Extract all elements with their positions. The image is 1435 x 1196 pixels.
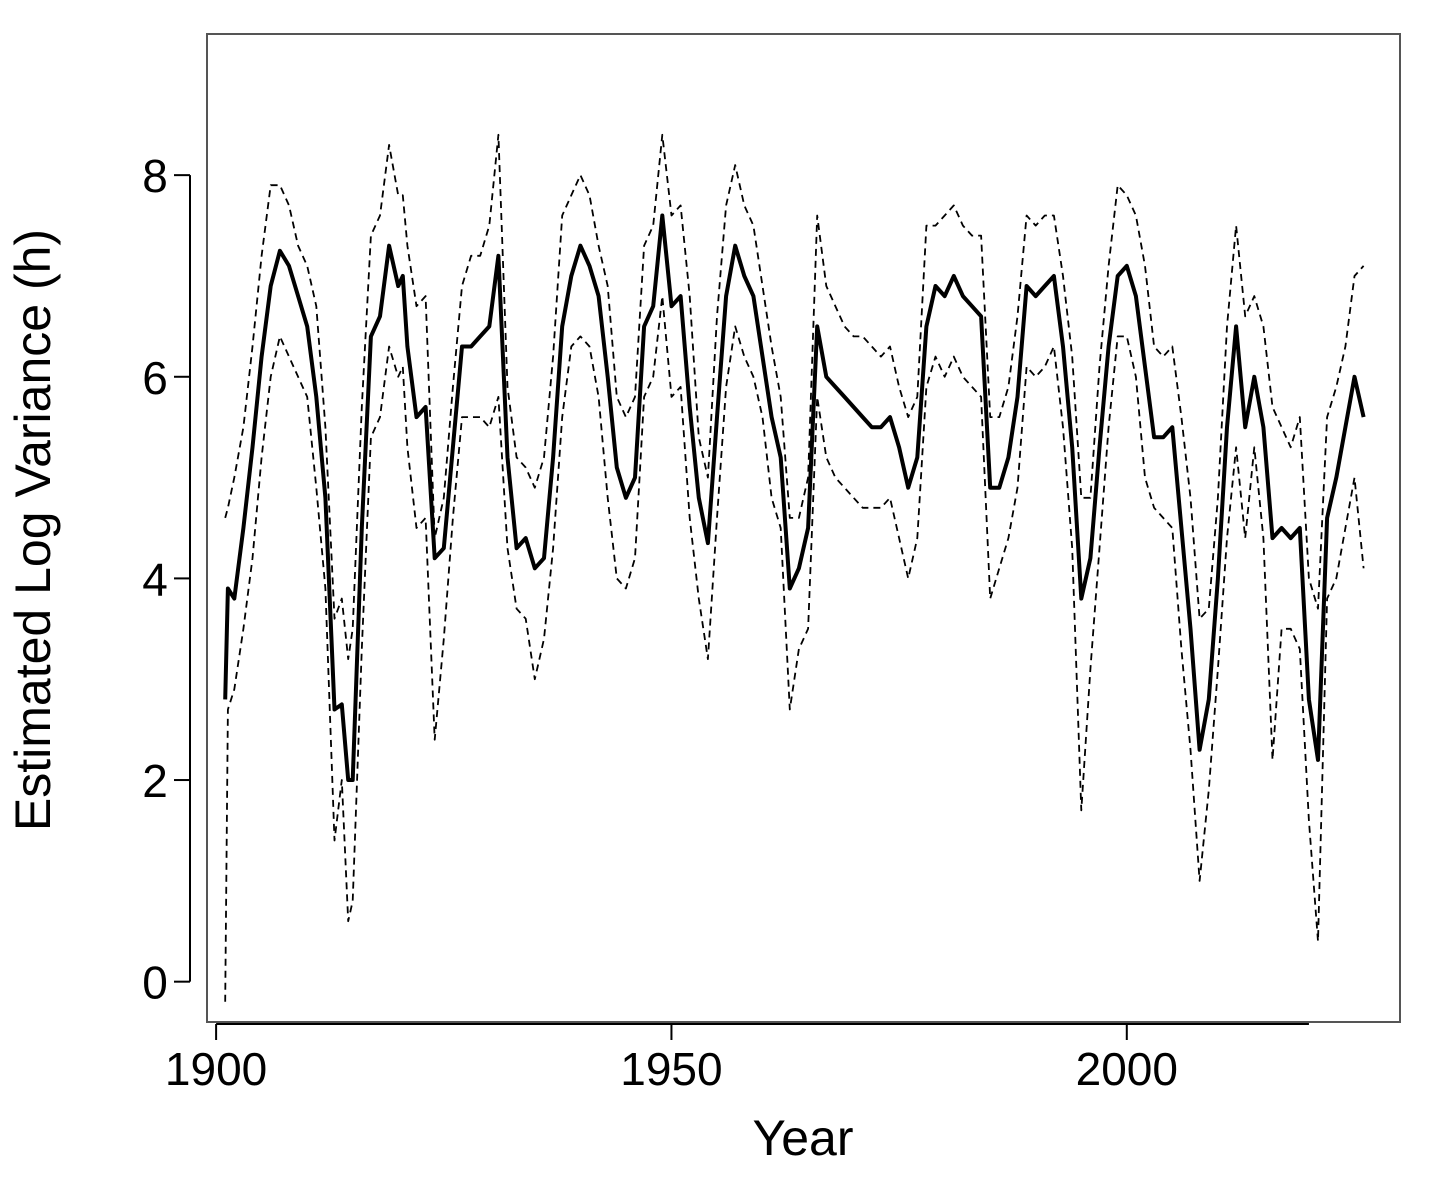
series-line-solid-thick xyxy=(223,213,1366,782)
y-tick-label: 6 xyxy=(142,352,168,404)
series-line-dashed-upper xyxy=(224,133,1365,660)
y-axis-title: Estimated Log Variance (h) xyxy=(5,229,61,831)
y-tick-label: 4 xyxy=(142,553,168,605)
y-tick-label: 2 xyxy=(142,755,168,807)
y-tick-label: 0 xyxy=(142,957,168,1009)
x-axis: 1900 1950 2000 xyxy=(165,1023,1309,1095)
x-tick-label: 2000 xyxy=(1076,1043,1178,1095)
series-line-dashed-lower xyxy=(224,295,1365,1002)
y-axis: 0 2 4 6 8 xyxy=(142,150,191,1009)
plot-frame xyxy=(206,33,1401,1023)
series-layer xyxy=(223,133,1366,1002)
x-tick-label: 1950 xyxy=(620,1043,722,1095)
x-tick-label: 1900 xyxy=(165,1043,267,1095)
y-tick-label: 8 xyxy=(142,150,168,202)
x-axis-title: Year xyxy=(752,1110,853,1166)
